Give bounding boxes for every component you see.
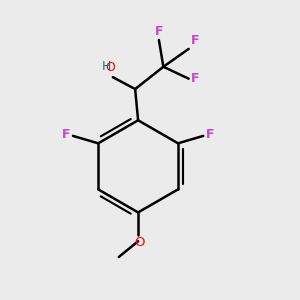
Text: F: F	[62, 128, 70, 141]
Text: H: H	[102, 60, 111, 73]
Text: F: F	[191, 34, 200, 47]
Text: F: F	[206, 128, 214, 141]
Text: F: F	[191, 72, 200, 85]
Text: O: O	[105, 61, 115, 74]
Text: F: F	[155, 25, 163, 38]
Text: O: O	[134, 236, 145, 249]
